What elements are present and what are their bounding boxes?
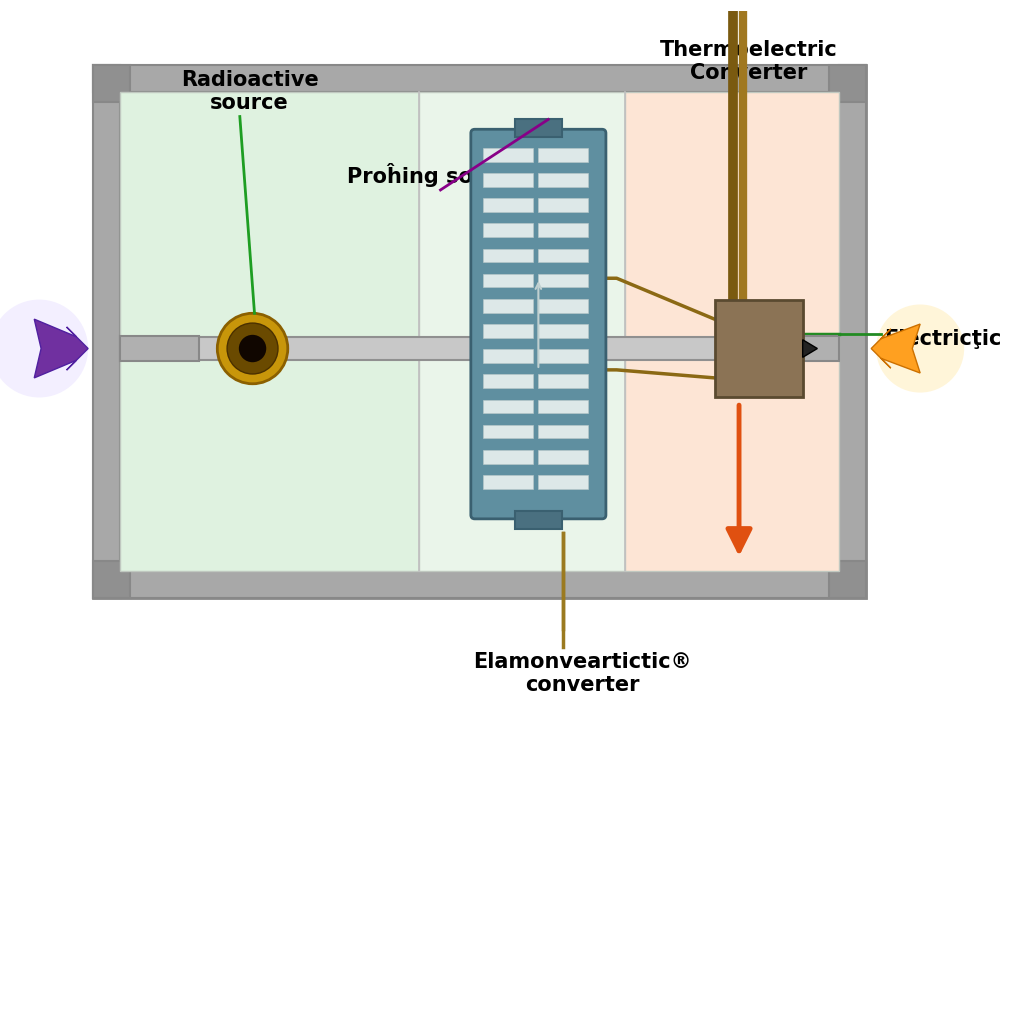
Polygon shape [803,340,817,357]
Bar [539,223,589,238]
Bar [93,570,866,598]
Circle shape [685,0,793,11]
Circle shape [877,304,965,392]
Bar [121,337,839,360]
Bar [539,273,589,288]
Bar [539,199,589,212]
Polygon shape [871,324,921,373]
Bar [121,92,419,570]
Circle shape [239,335,266,362]
Bar [93,561,130,598]
Circle shape [227,324,278,374]
Bar [419,92,625,570]
Bar [515,120,562,137]
Text: Electricţic: Electricţic [884,329,1001,349]
Bar [482,273,532,288]
Bar [539,349,589,362]
Bar [482,324,532,338]
Bar [715,300,803,397]
Text: Elamonveartictic®
converter: Elamonveartictic® converter [473,652,691,695]
Bar [93,65,866,598]
Text: Thermoelectric
Converter: Thermoelectric Converter [659,40,838,83]
Bar [482,223,532,238]
Bar [482,173,532,186]
Bar [539,450,589,464]
Bar [539,425,589,438]
Bar [482,375,532,388]
Text: Proĥing source: Proĥing source [347,163,524,186]
Bar [515,511,562,528]
Bar [839,65,866,598]
Bar [93,65,130,101]
Bar [482,399,532,414]
Bar [539,475,589,488]
Bar [482,147,532,162]
Bar [539,399,589,414]
Bar [539,324,589,338]
Polygon shape [34,319,88,378]
Bar [482,450,532,464]
Bar [766,336,839,361]
Bar [539,375,589,388]
FancyBboxPatch shape [471,129,606,519]
Bar [482,299,532,312]
Bar [115,86,845,577]
Bar [482,199,532,212]
Bar [93,65,866,92]
Bar [482,475,532,488]
Bar [829,65,866,101]
Bar [539,249,589,262]
Bar [121,336,199,361]
Bar [482,349,532,362]
Bar [482,425,532,438]
Bar [539,299,589,312]
Circle shape [217,313,288,384]
Circle shape [0,300,88,397]
Bar [625,92,839,570]
Bar [482,249,532,262]
Bar [829,561,866,598]
Bar [539,147,589,162]
Bar [539,173,589,186]
Bar [93,65,121,598]
Text: Radioactive
source: Radioactive source [180,70,318,113]
